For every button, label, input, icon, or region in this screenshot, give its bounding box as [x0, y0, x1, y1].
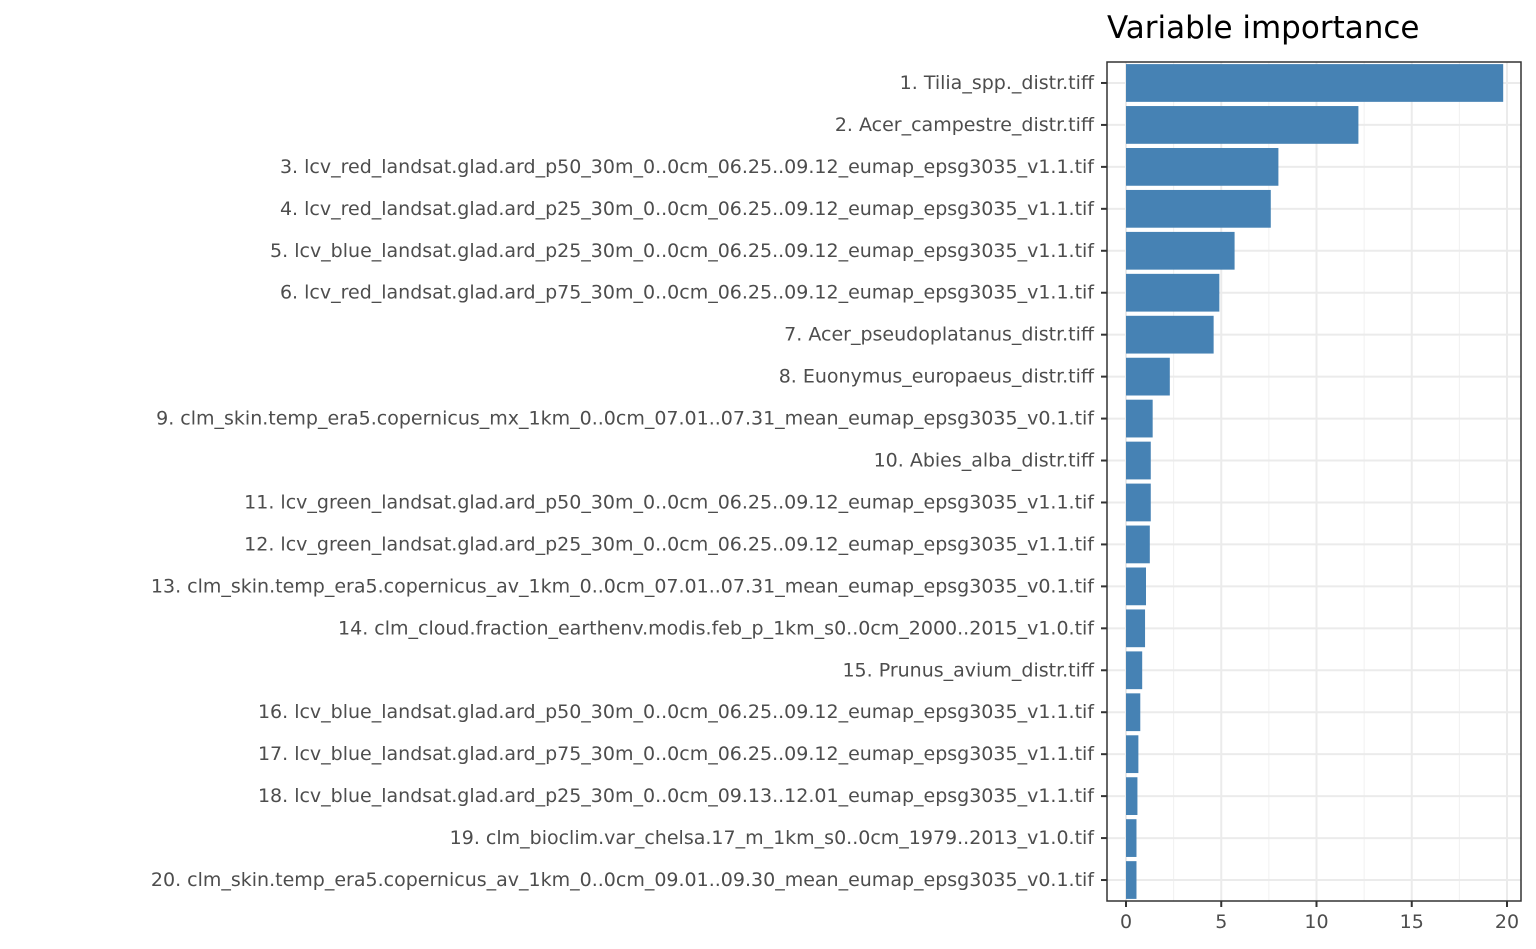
chart-title: Variable importance — [1107, 10, 1419, 46]
y-tick-label: 19. clm_bioclim.var_chelsa.17_m_1km_s0..… — [450, 827, 1096, 849]
bar — [1126, 273, 1220, 312]
y-tick-label: 11. lcv_green_landsat.glad.ard_p50_30m_0… — [244, 491, 1095, 513]
bar — [1126, 693, 1141, 732]
x-tick-label: 10 — [1304, 911, 1328, 933]
bar — [1126, 609, 1146, 648]
y-tick-label: 10. Abies_alba_distr.tiff — [874, 450, 1095, 472]
plot-panel-border — [1106, 61, 1522, 902]
y-tick-label: 2. Acer_campestre_distr.tiff — [835, 114, 1095, 136]
bar — [1126, 567, 1147, 606]
bar — [1126, 231, 1235, 270]
bar — [1126, 777, 1138, 816]
bar — [1126, 819, 1137, 857]
bar — [1126, 441, 1151, 480]
y-tick-label: 18. lcv_blue_landsat.glad.ard_p25_30m_0.… — [258, 785, 1095, 807]
y-tick-label: 15. Prunus_avium_distr.tiff — [842, 659, 1094, 681]
bars — [1126, 64, 1504, 899]
bar — [1126, 64, 1504, 102]
bar — [1126, 399, 1153, 438]
bar — [1126, 106, 1359, 144]
x-axis: 0 5 10 15 20 — [1120, 901, 1519, 933]
x-tick-label: 5 — [1215, 911, 1227, 933]
y-tick-label: 1. Tilia_spp._distr.tiff — [900, 72, 1095, 94]
y-tick-label: 17. lcv_blue_landsat.glad.ard_p75_30m_0.… — [258, 743, 1095, 765]
x-tick-label: 0 — [1120, 911, 1132, 933]
bar — [1126, 651, 1143, 690]
y-tick-label: 9. clm_skin.temp_era5.copernicus_mx_1km_… — [156, 408, 1095, 430]
y-tick-label: 3. lcv_red_landsat.glad.ard_p50_30m_0..0… — [280, 156, 1095, 178]
x-tick-label: 15 — [1400, 911, 1424, 933]
bar — [1126, 147, 1279, 186]
y-tick-label: 13. clm_skin.temp_era5.copernicus_av_1km… — [151, 575, 1095, 597]
x-tick-label: 20 — [1495, 911, 1519, 933]
bar — [1126, 483, 1151, 522]
y-tick-label: 7. Acer_pseudoplatanus_distr.tiff — [784, 324, 1095, 346]
y-tick-label: 8. Euonymus_europaeus_distr.tiff — [779, 366, 1095, 388]
y-tick-label: 4. lcv_red_landsat.glad.ard_p25_30m_0..0… — [280, 198, 1095, 220]
bar — [1126, 189, 1271, 228]
y-tick-label: 12. lcv_green_landsat.glad.ard_p25_30m_0… — [244, 533, 1095, 555]
y-tick-label: 20. clm_skin.temp_era5.copernicus_av_1km… — [151, 869, 1095, 891]
bar — [1126, 861, 1137, 899]
y-tick-label: 14. clm_cloud.fraction_earthenv.modis.fe… — [338, 617, 1095, 639]
bar — [1126, 525, 1150, 564]
y-tick-label: 6. lcv_red_landsat.glad.ard_p75_30m_0..0… — [280, 282, 1095, 304]
bar — [1126, 735, 1139, 774]
y-axis: 1. Tilia_spp._distr.tiff 2. Acer_campestr… — [151, 72, 1107, 891]
bar — [1126, 357, 1170, 396]
y-tick-label: 5. lcv_blue_landsat.glad.ard_p25_30m_0..… — [270, 240, 1095, 262]
y-tick-label: 16. lcv_blue_landsat.glad.ard_p50_30m_0.… — [258, 701, 1095, 723]
bar — [1126, 315, 1214, 354]
